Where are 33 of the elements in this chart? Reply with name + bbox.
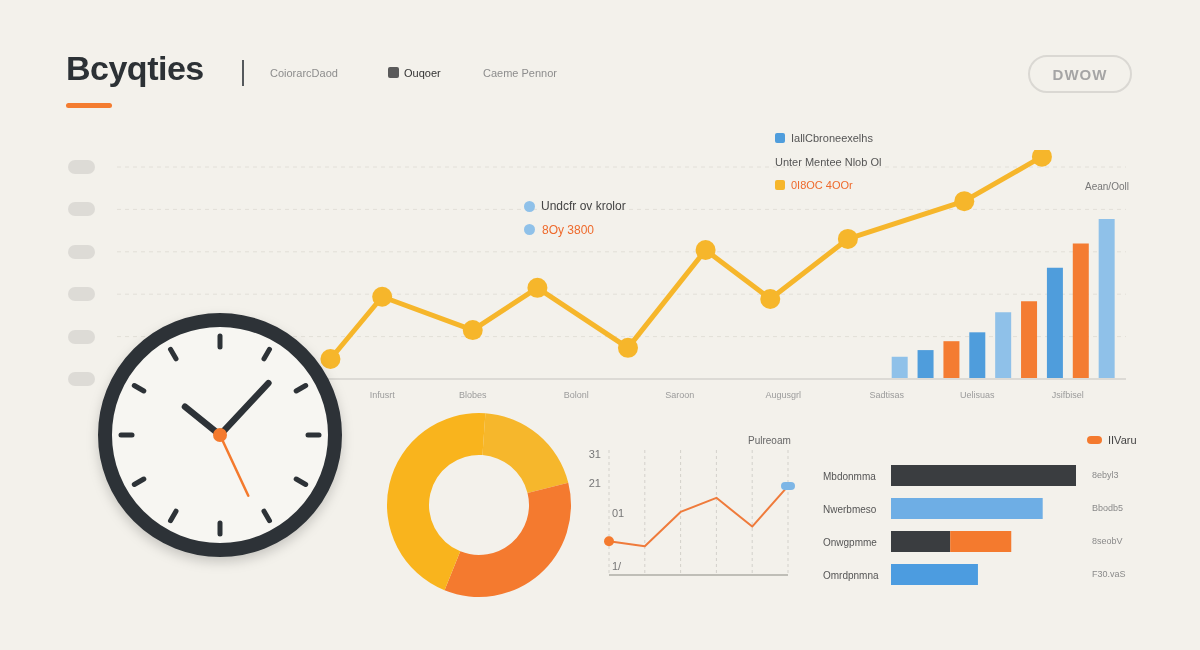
x-tick-label: Saroon [665, 390, 695, 401]
x-tick-label: Infusrt [369, 390, 396, 401]
text: Bbodb5 [1092, 503, 1124, 513]
button: DWOW [1028, 55, 1132, 93]
annotation: 1/ [612, 560, 622, 572]
text: Caeme Pennor [483, 67, 557, 79]
annotation: Aean/Ooll [1085, 181, 1129, 192]
x-tick-label: Jsifbisel [1051, 390, 1084, 401]
x-tick-label: Bolonl [563, 390, 589, 401]
y-tick-label: 21 [588, 477, 601, 490]
legend-label: IIVaru [1108, 433, 1137, 447]
x-tick-label: Blobes [458, 390, 487, 401]
legend-label: 0I8OC 4OOr [791, 178, 853, 192]
text: 8seobV [1092, 536, 1123, 546]
y-tick-label: Onwgpmme [823, 536, 878, 548]
x-tick-label: Sadtisas [869, 390, 905, 401]
text: 8ebyl3 [1092, 470, 1119, 480]
annotation: 8Oy 3800 [542, 223, 595, 237]
text: Ouqoer [404, 67, 441, 79]
text: CoiorarcDaod [270, 67, 338, 79]
y-tick-label: Omrdpnmna [823, 569, 880, 581]
y-tick-label: 31 [588, 448, 601, 461]
annotation: Unter Mentee Nlob Ol [775, 156, 882, 168]
text: F30.vaS [1092, 569, 1126, 579]
x-tick-label: Uelisuas [959, 390, 995, 401]
legend-label: IallCbroneexelhs [791, 131, 873, 145]
chart-title: Pulreoam [748, 435, 791, 446]
legend-label: Undcfr ov krolor [541, 199, 626, 213]
y-tick-label: Nwerbmeso [823, 503, 877, 515]
chart-title: Bcyqties [66, 49, 204, 87]
x-tick-label: Augusgrl [765, 390, 801, 401]
y-tick-label: Mbdonmma [823, 470, 877, 482]
annotation: 01 [612, 507, 625, 519]
